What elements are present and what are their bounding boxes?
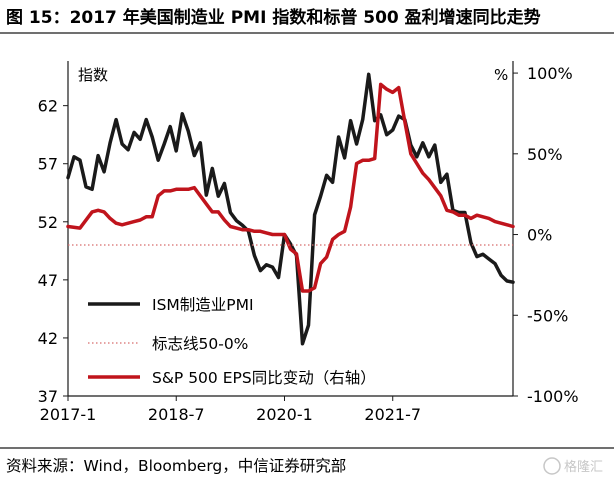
x-tick-label: 2021-7: [364, 405, 421, 424]
series-line-pmi: [66, 72, 515, 346]
plot-area: 37 42 47 52 57 62 100% 50% 0% -50% -100% 2017-1 2018…: [38, 61, 579, 424]
chart-title: 图 15：2017 年美国制造业 PMI 指数和标普 500 盈利增速同比走势: [6, 7, 541, 28]
y-left-tick-label: 37: [38, 387, 58, 406]
source-note: 资料来源：Wind，Bloomberg，中信证券研究部: [6, 457, 346, 475]
watermark-logo-icon: [543, 457, 561, 475]
x-tick-label: 2018-7: [148, 405, 205, 424]
series-line-eps: [66, 82, 515, 293]
watermark-text: 格隆汇: [564, 459, 603, 475]
y-right-tick-label: -100%: [527, 387, 579, 406]
right-axis-label: %: [494, 66, 508, 84]
y-right-tick-label: 100%: [527, 64, 573, 83]
y-left-tick-label: 62: [38, 97, 58, 116]
legend-label-eps: S&P 500 EPS同比变动（右轴）: [152, 369, 376, 387]
y-left-tick-label: 47: [38, 271, 58, 290]
x-tick-label: 2020-1: [256, 405, 313, 424]
left-axis-label: 指数: [78, 66, 108, 84]
legend-label-pmi: ISM制造业PMI: [152, 296, 254, 314]
watermark: 格隆汇: [543, 457, 603, 475]
y-right-tick-label: 50%: [527, 145, 563, 164]
y-right-tick-label: 0%: [527, 226, 552, 245]
legend: ISM制造业PMI 标志线50-0% S&P 500 EPS同比变动（右轴）: [88, 296, 376, 387]
legend-label-marker: 标志线50-0%: [152, 335, 248, 353]
y-left-tick-label: 57: [38, 155, 58, 174]
y-left-tick-label: 42: [38, 329, 58, 348]
y-left-tick-label: 52: [38, 213, 58, 232]
x-tick-label: 2017-1: [40, 405, 97, 424]
y-right-tick-label: -50%: [527, 306, 568, 325]
